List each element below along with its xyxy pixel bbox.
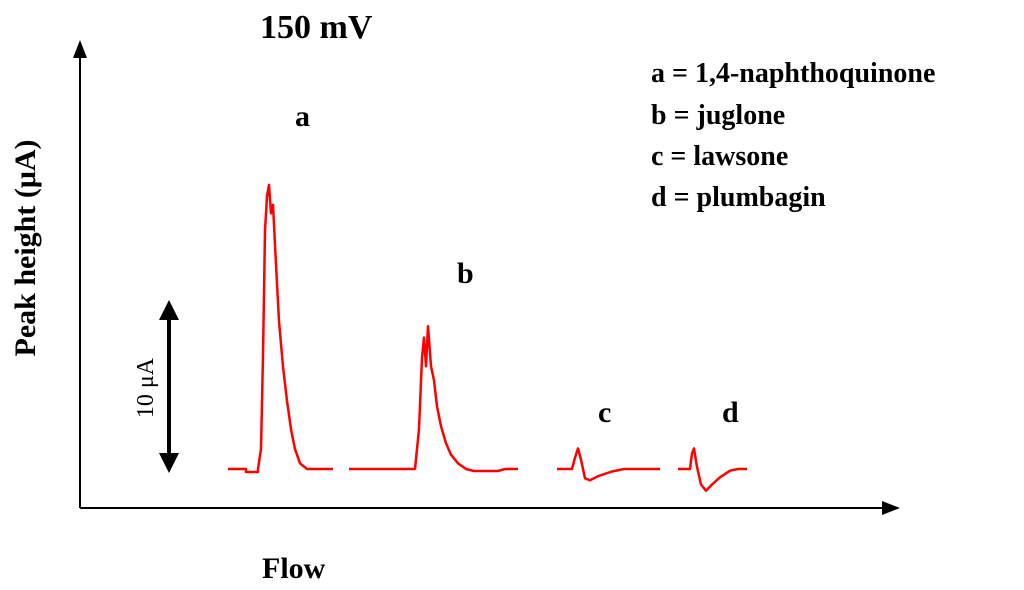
trace-segment-c	[557, 447, 660, 482]
chromatogram-trace	[228, 183, 747, 492]
x-axis-label: Flow	[262, 552, 326, 585]
scale-bar: 10 μA	[133, 300, 179, 473]
scale-bar-arrow-down	[159, 453, 179, 473]
x-axis-arrow	[882, 501, 900, 515]
peak-label-d: d	[722, 396, 739, 429]
scale-bar-label: 10 μA	[133, 357, 159, 418]
y-axis-arrow	[73, 40, 87, 58]
legend-entry-a: a = 1,4-naphthoquinone	[651, 58, 935, 89]
scale-bar-arrow-up	[159, 300, 179, 320]
chart-title: 150 mV	[260, 9, 373, 46]
trace-segment-b	[349, 324, 518, 473]
trace-segment-a	[228, 183, 333, 474]
legend-entry-c: c = lawsone	[651, 141, 788, 172]
y-axis-label: Peak height (μA)	[9, 140, 42, 357]
peak-label-c: c	[598, 396, 611, 429]
legend-entry-d: d = plumbagin	[651, 182, 826, 213]
legend-entry-b: b = juglone	[651, 100, 785, 131]
axes	[73, 40, 900, 515]
peak-label-b: b	[457, 257, 474, 290]
peak-label-a: a	[295, 100, 310, 133]
trace-segment-d	[678, 447, 747, 492]
legend: a = 1,4-naphthoquinone b = juglone c = l…	[651, 58, 935, 213]
